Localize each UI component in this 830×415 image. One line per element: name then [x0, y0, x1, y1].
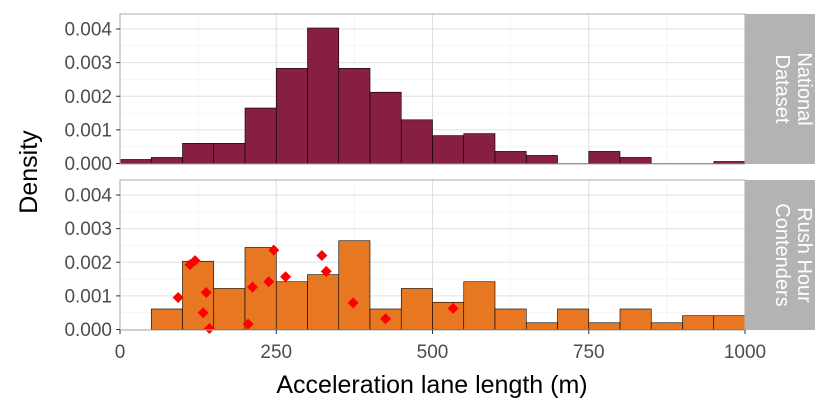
- data-point: [203, 322, 215, 334]
- data-point: [316, 250, 328, 262]
- data-point: [380, 313, 392, 325]
- histogram-bar: [275, 281, 308, 330]
- facet-strip-label: Contenders: [771, 203, 793, 306]
- axes-layer: 0.000 0.001 0.002 0.003 0.004 0.000 0.001 0.002…: [64, 20, 766, 364]
- histogram-bar: [525, 322, 558, 330]
- y-tick-label: 0.002: [64, 87, 112, 108]
- y-tick-label: 0.000: [64, 320, 112, 341]
- histogram-bar: [619, 308, 652, 330]
- y-tick-label: 0.003: [64, 219, 112, 240]
- data-point: [200, 287, 212, 299]
- y-axis-title: Density: [15, 130, 43, 214]
- histogram-bar: [150, 308, 183, 330]
- data-point: [447, 302, 459, 314]
- histogram-bar: [588, 322, 621, 330]
- histogram-bar: [182, 143, 215, 164]
- y-tick-label: 0.004: [64, 186, 112, 207]
- histogram-bar: [213, 288, 246, 330]
- x-tick-label: 1000: [724, 342, 766, 363]
- facet-strip-label: National: [793, 52, 815, 125]
- histogram-bar: [557, 308, 590, 330]
- histogram-bar: [400, 119, 433, 164]
- histogram-bar: [182, 260, 215, 330]
- data-point: [347, 297, 359, 309]
- histogram-bar: [463, 281, 496, 330]
- y-tick-label: 0.002: [64, 253, 112, 274]
- x-tick-label: 0: [115, 342, 126, 363]
- y-tick-label: 0.001: [64, 286, 112, 307]
- histogram-bar: [150, 157, 183, 164]
- y-tick-label: 0.000: [64, 154, 112, 175]
- x-axis-title: Acceleration lane length (m): [276, 371, 587, 399]
- data-point: [320, 265, 332, 277]
- y-tick-label: 0.003: [64, 53, 112, 74]
- histogram-bar: [463, 133, 496, 164]
- histogram-bar: [682, 315, 715, 330]
- facet-strip: [745, 14, 815, 164]
- facet-strip-label: Rush Hour: [793, 207, 815, 303]
- histogram-bar: [713, 315, 746, 330]
- histogram-bar: [619, 157, 652, 164]
- histogram-bar: [650, 322, 683, 330]
- histogram-bar: [525, 155, 558, 164]
- y-tick-label: 0.004: [64, 20, 112, 41]
- data-point: [280, 271, 292, 283]
- x-tick-label: 250: [260, 342, 292, 363]
- histogram-bar: [400, 288, 433, 330]
- data-point: [247, 281, 258, 293]
- histogram-bar: [338, 68, 371, 164]
- histogram-bar: [213, 143, 246, 164]
- facet-strip: [745, 180, 815, 330]
- data-point: [189, 255, 201, 267]
- data-point: [242, 318, 254, 330]
- histogram-bar: [307, 27, 340, 164]
- histogram-bar: [275, 68, 308, 164]
- data-point: [263, 276, 275, 288]
- histogram-bar: [588, 151, 621, 164]
- facet-strip-label: Dataset: [771, 55, 793, 124]
- histogram-bar: [369, 91, 402, 164]
- histogram-bar: [432, 301, 465, 330]
- data-point: [172, 292, 184, 304]
- y-tick-label: 0.001: [64, 120, 112, 141]
- histogram-bar: [338, 240, 371, 330]
- histogram-bar: [494, 151, 527, 164]
- histogram-bar: [307, 274, 340, 330]
- data-point: [268, 244, 280, 256]
- histogram-bar: [713, 161, 746, 164]
- x-tick-label: 750: [573, 342, 605, 363]
- histogram-bar: [432, 135, 465, 164]
- histogram-bar: [244, 107, 277, 164]
- x-tick-label: 500: [417, 342, 449, 363]
- data-point: [197, 307, 209, 319]
- histogram-bar: [119, 159, 152, 164]
- histogram-bar: [494, 308, 527, 330]
